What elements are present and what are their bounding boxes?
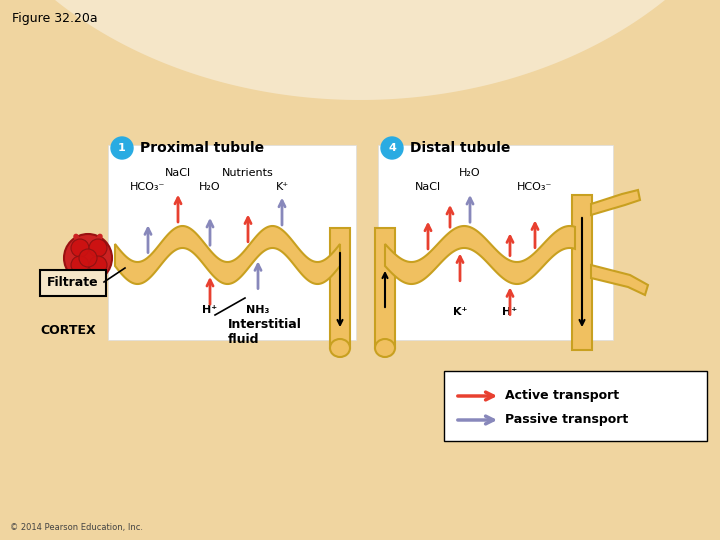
Circle shape [89,256,107,274]
Bar [330,228,350,348]
Circle shape [64,234,112,282]
Text: © 2014 Pearson Education, Inc.: © 2014 Pearson Education, Inc. [10,523,143,532]
Text: CORTEX: CORTEX [40,323,96,336]
Text: NaCl: NaCl [415,182,441,192]
Text: 4: 4 [388,143,396,153]
Bar [375,228,395,348]
Text: NaCl: NaCl [165,168,191,178]
Text: Proximal tubule: Proximal tubule [140,141,264,155]
Text: H₂O: H₂O [459,168,481,178]
Bar [572,195,592,350]
Polygon shape [115,226,340,284]
Polygon shape [591,265,648,295]
Text: Nutrients: Nutrients [222,168,274,178]
Circle shape [79,249,97,267]
FancyBboxPatch shape [108,145,356,340]
Text: H₂O: H₂O [199,182,221,192]
Text: NH₃: NH₃ [246,305,270,315]
Text: Figure 32.20a: Figure 32.20a [12,12,98,25]
Text: HCO₃⁻: HCO₃⁻ [517,182,553,192]
Text: H⁺: H⁺ [202,305,217,315]
Text: HCO₃⁻: HCO₃⁻ [130,182,166,192]
FancyBboxPatch shape [378,145,613,340]
Text: H⁺: H⁺ [503,307,518,317]
Circle shape [71,239,89,257]
Circle shape [381,137,403,159]
Circle shape [89,239,107,257]
Text: 1: 1 [118,143,126,153]
Text: Interstitial
fluid: Interstitial fluid [228,318,302,346]
FancyBboxPatch shape [444,371,707,441]
Polygon shape [591,190,640,215]
Text: K⁺: K⁺ [276,182,289,192]
Text: Filtrate: Filtrate [48,276,99,289]
FancyBboxPatch shape [40,270,106,296]
Text: K⁺: K⁺ [453,307,467,317]
Text: Distal tubule: Distal tubule [410,141,510,155]
Text: Active transport: Active transport [505,389,619,402]
Ellipse shape [330,339,350,357]
Circle shape [71,256,89,274]
Polygon shape [385,226,575,284]
Circle shape [111,137,133,159]
Ellipse shape [375,339,395,357]
Text: Passive transport: Passive transport [505,414,629,427]
